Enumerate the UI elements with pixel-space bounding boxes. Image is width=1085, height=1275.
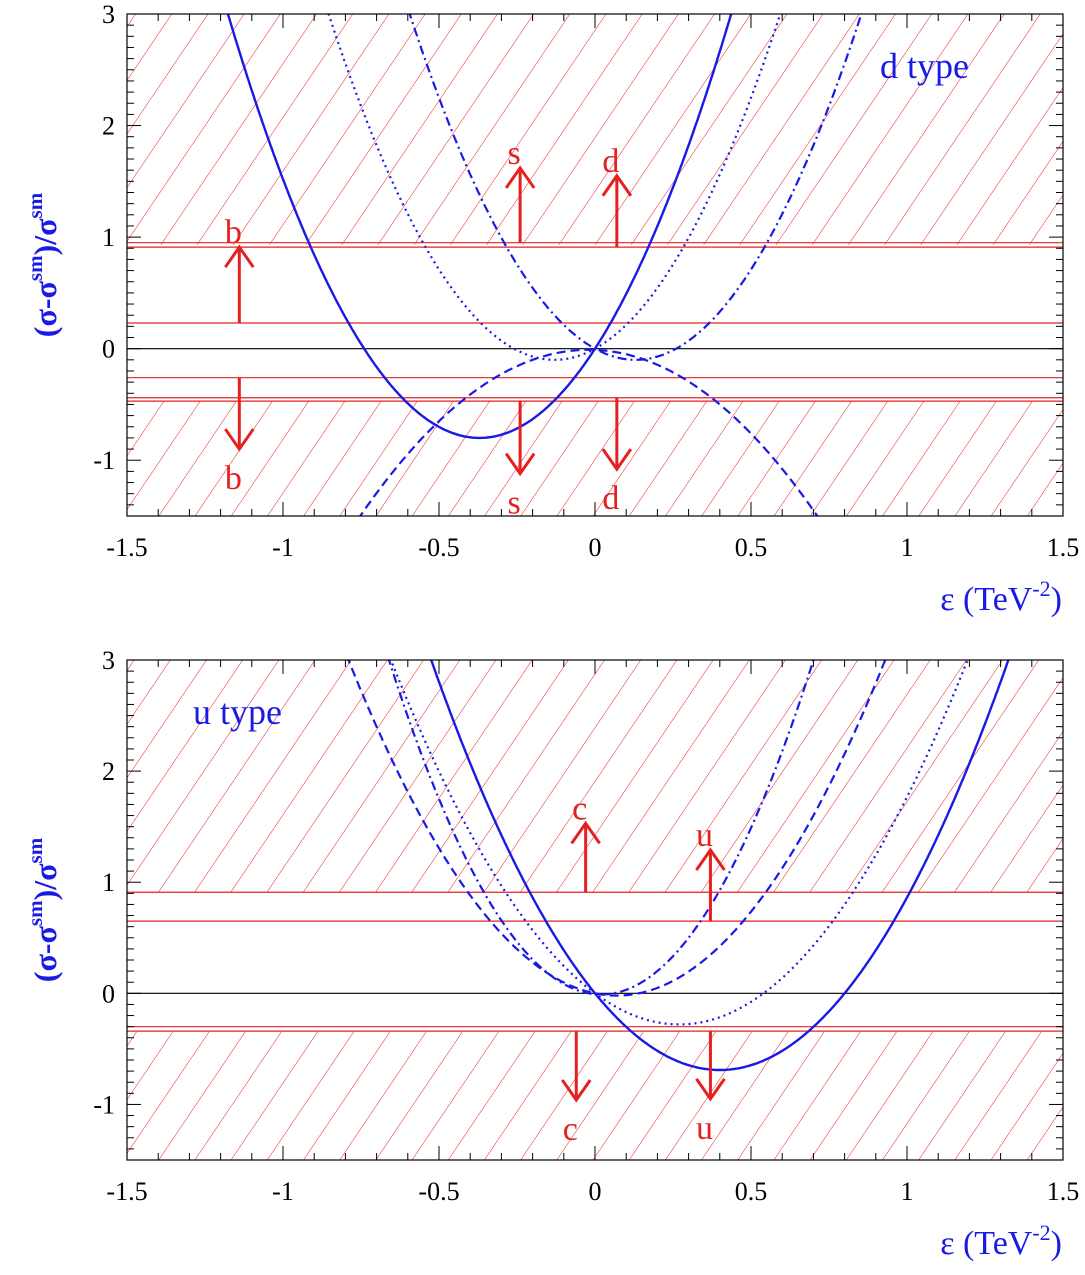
y-tick-label: -1 xyxy=(93,446,115,475)
arrow-b-up: b xyxy=(224,214,255,324)
y-tick-label: -1 xyxy=(93,1090,115,1119)
y-label-part: (σ-σ xyxy=(27,280,63,337)
hatched-excluded-band xyxy=(127,1031,1063,1160)
curve-dashdot xyxy=(387,660,815,996)
arrow-s-down: s xyxy=(504,401,536,522)
x-axis-label-main: ε (TeV xyxy=(940,1225,1033,1262)
y-label-part: (σ-σ xyxy=(27,925,63,982)
arrow-head xyxy=(224,428,255,452)
x-axis-label-sup: -2 xyxy=(1032,1220,1050,1245)
arrow-head xyxy=(224,244,255,269)
x-tick-label: 0.5 xyxy=(735,533,768,562)
arrow-label-u: u xyxy=(696,817,713,854)
arrow-d-down: d xyxy=(601,397,633,517)
arrow-b-down: b xyxy=(224,377,255,497)
y-axis: -1 0 1 2 3 xyxy=(93,646,1063,1161)
x-axis-label-sup: -2 xyxy=(1032,576,1050,601)
bottom-panel-u-type: c u c u -1.5 -1 -0.5 0 0.5 1 1.5 -1 0 1 2 3 u type ε (TeV… xyxy=(23,646,1079,1262)
x-tick-label: -1.5 xyxy=(106,1177,147,1206)
y-tick-label: 0 xyxy=(102,335,115,364)
arrow-head xyxy=(570,820,601,845)
arrow-s-up: s xyxy=(504,135,536,243)
hatched-excluded-band xyxy=(127,14,1063,245)
arrow-label-b: b xyxy=(225,214,242,251)
arrow-label-d: d xyxy=(602,480,619,517)
curve-dashdot xyxy=(408,14,863,361)
arrow-label-s: s xyxy=(508,485,521,522)
x-tick-label: 0 xyxy=(589,1177,602,1206)
curve-dotted xyxy=(327,14,782,361)
x-tick-label: 1 xyxy=(901,1177,914,1206)
hatched-excluded-band xyxy=(127,660,1063,893)
y-label-sup: sm xyxy=(23,255,47,281)
y-tick-label: 0 xyxy=(102,979,115,1008)
arrow-label-c: c xyxy=(572,790,587,827)
y-tick-label: 3 xyxy=(102,0,115,29)
panel-annotation: d type xyxy=(880,46,969,86)
arrow-label-s: s xyxy=(508,135,521,172)
curve-dotted xyxy=(389,660,969,1026)
hatched-excluded-band xyxy=(127,401,1063,516)
y-label-sup: sm xyxy=(23,900,47,926)
arrow-u-down: u xyxy=(695,1031,726,1147)
x-axis: -1.5 -1 -0.5 0 0.5 1 1.5 xyxy=(106,660,1079,1206)
x-tick-label: -0.5 xyxy=(418,533,459,562)
y-tick-label: 1 xyxy=(102,868,115,897)
plot-area xyxy=(127,14,1063,516)
x-tick-label: 1.5 xyxy=(1047,1177,1080,1206)
arrow-head xyxy=(601,173,633,197)
y-tick-label: 1 xyxy=(102,223,115,252)
arrow-head xyxy=(504,165,536,189)
arrow-head xyxy=(561,1079,592,1103)
arrow-head xyxy=(695,1078,726,1102)
y-tick-label: 2 xyxy=(102,112,115,141)
arrow-d-up: d xyxy=(601,143,633,248)
top-panel-d-type: b s d b s d -1.5 -1 -0.5 0 0.5 1 1.5 -1 0 1 2 3 d type ε (T… xyxy=(23,0,1079,618)
panel-annotation: u type xyxy=(193,692,282,732)
arrow-head xyxy=(601,448,633,472)
y-label-sup: sm xyxy=(23,837,47,863)
x-tick-label: -1.5 xyxy=(106,533,147,562)
curve-solid xyxy=(226,14,733,440)
x-axis-label-main: ε (TeV xyxy=(940,581,1033,618)
x-tick-label: 0.5 xyxy=(735,1177,768,1206)
y-label-part: )/σ xyxy=(27,218,63,256)
arrow-label-b: b xyxy=(225,460,242,497)
y-axis: -1 0 1 2 3 xyxy=(93,0,1063,517)
plot-area xyxy=(127,660,1063,1160)
x-axis: -1.5 -1 -0.5 0 0.5 1 1.5 xyxy=(106,14,1079,562)
y-label-part: )/σ xyxy=(27,863,63,901)
y-axis-label: (σ-σsm)/σsm xyxy=(23,192,63,337)
x-tick-label: 1 xyxy=(901,533,914,562)
arrow-c-down: c xyxy=(561,1031,592,1148)
arrow-label-d: d xyxy=(602,143,619,180)
x-axis-label-close: ) xyxy=(1051,1225,1062,1262)
arrow-label-u: u xyxy=(696,1110,713,1147)
x-tick-label: 1.5 xyxy=(1047,533,1080,562)
x-tick-label: -0.5 xyxy=(418,1177,459,1206)
curve-dashed xyxy=(347,660,887,997)
x-tick-label: -1 xyxy=(272,1177,294,1206)
arrow-head xyxy=(695,847,726,871)
x-tick-label: -1 xyxy=(272,533,294,562)
y-axis-label: (σ-σsm)/σsm xyxy=(23,837,63,982)
arrow-c-up: c xyxy=(570,790,601,893)
y-label-sup: sm xyxy=(23,192,47,218)
arrow-label-c: c xyxy=(563,1111,578,1148)
arrow-u-up: u xyxy=(695,817,726,922)
curve-solid xyxy=(429,660,1010,1072)
y-tick-label: 2 xyxy=(102,757,115,786)
arrow-head xyxy=(504,452,536,477)
x-axis-label-close: ) xyxy=(1051,581,1062,618)
x-axis-label: ε (TeV-2) xyxy=(940,1220,1062,1262)
x-tick-label: 0 xyxy=(589,533,602,562)
x-axis-label: ε (TeV-2) xyxy=(940,576,1062,618)
y-tick-label: 3 xyxy=(102,646,115,675)
